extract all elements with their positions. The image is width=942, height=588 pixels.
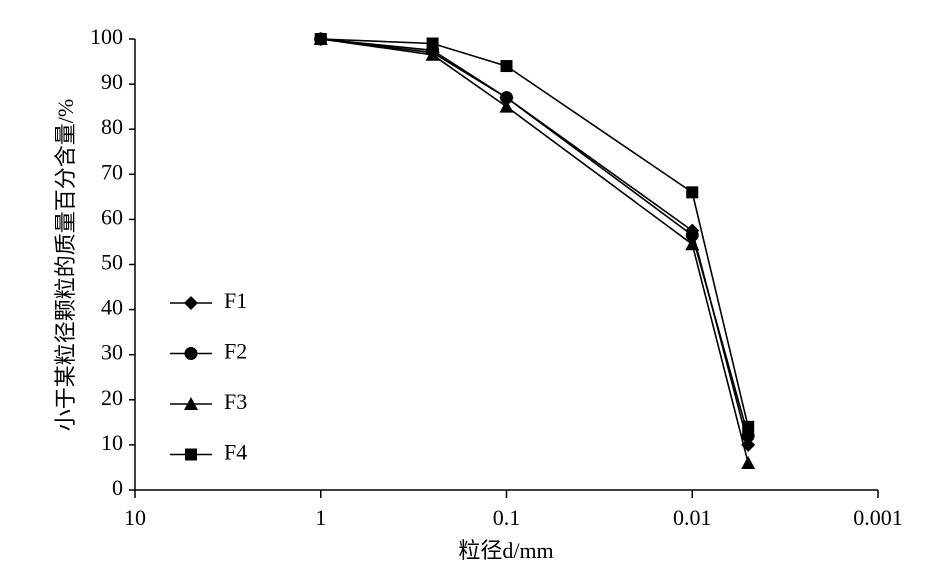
y-tick-label: 10 bbox=[101, 430, 123, 455]
marker bbox=[184, 296, 198, 310]
legend-label: F4 bbox=[224, 440, 247, 465]
x-tick-label: 1 bbox=[315, 505, 326, 530]
marker bbox=[742, 420, 755, 433]
marker bbox=[185, 448, 197, 461]
series-line bbox=[320, 38, 749, 428]
y-tick-label: 60 bbox=[101, 204, 123, 229]
y-axis-label: 小于某粒径颗粒的质量百分含量/% bbox=[53, 99, 78, 431]
legend-label: F1 bbox=[224, 288, 247, 313]
x-tick-label: 0.1 bbox=[493, 505, 521, 530]
y-tick-label: 40 bbox=[101, 295, 123, 320]
y-tick-label: 50 bbox=[101, 250, 123, 275]
marker bbox=[314, 33, 327, 45]
y-tick-label: 20 bbox=[101, 385, 123, 410]
marker bbox=[426, 37, 439, 50]
y-tick-label: 0 bbox=[112, 475, 123, 500]
marker bbox=[500, 91, 513, 105]
y-tick-label: 90 bbox=[101, 69, 123, 94]
marker bbox=[500, 60, 513, 73]
y-tick-label: 30 bbox=[101, 340, 123, 365]
x-tick-label: 0.01 bbox=[673, 505, 712, 530]
marker bbox=[184, 397, 198, 410]
y-tick-label: 80 bbox=[101, 114, 123, 139]
x-tick-label: 10 bbox=[124, 505, 146, 530]
x-tick-label: 0.001 bbox=[853, 505, 903, 530]
marker bbox=[425, 47, 440, 61]
marker bbox=[741, 455, 756, 469]
marker bbox=[685, 237, 700, 251]
legend-label: F2 bbox=[224, 339, 247, 364]
y-tick-label: 100 bbox=[90, 24, 123, 49]
x-axis-label: 粒径d/mm bbox=[458, 538, 553, 563]
y-tick-label: 70 bbox=[101, 159, 123, 184]
marker bbox=[184, 347, 198, 360]
marker bbox=[686, 186, 699, 199]
series-line bbox=[320, 38, 749, 446]
legend-label: F3 bbox=[224, 389, 247, 414]
marker bbox=[499, 99, 514, 113]
series-line bbox=[320, 38, 749, 464]
marker bbox=[685, 228, 699, 242]
